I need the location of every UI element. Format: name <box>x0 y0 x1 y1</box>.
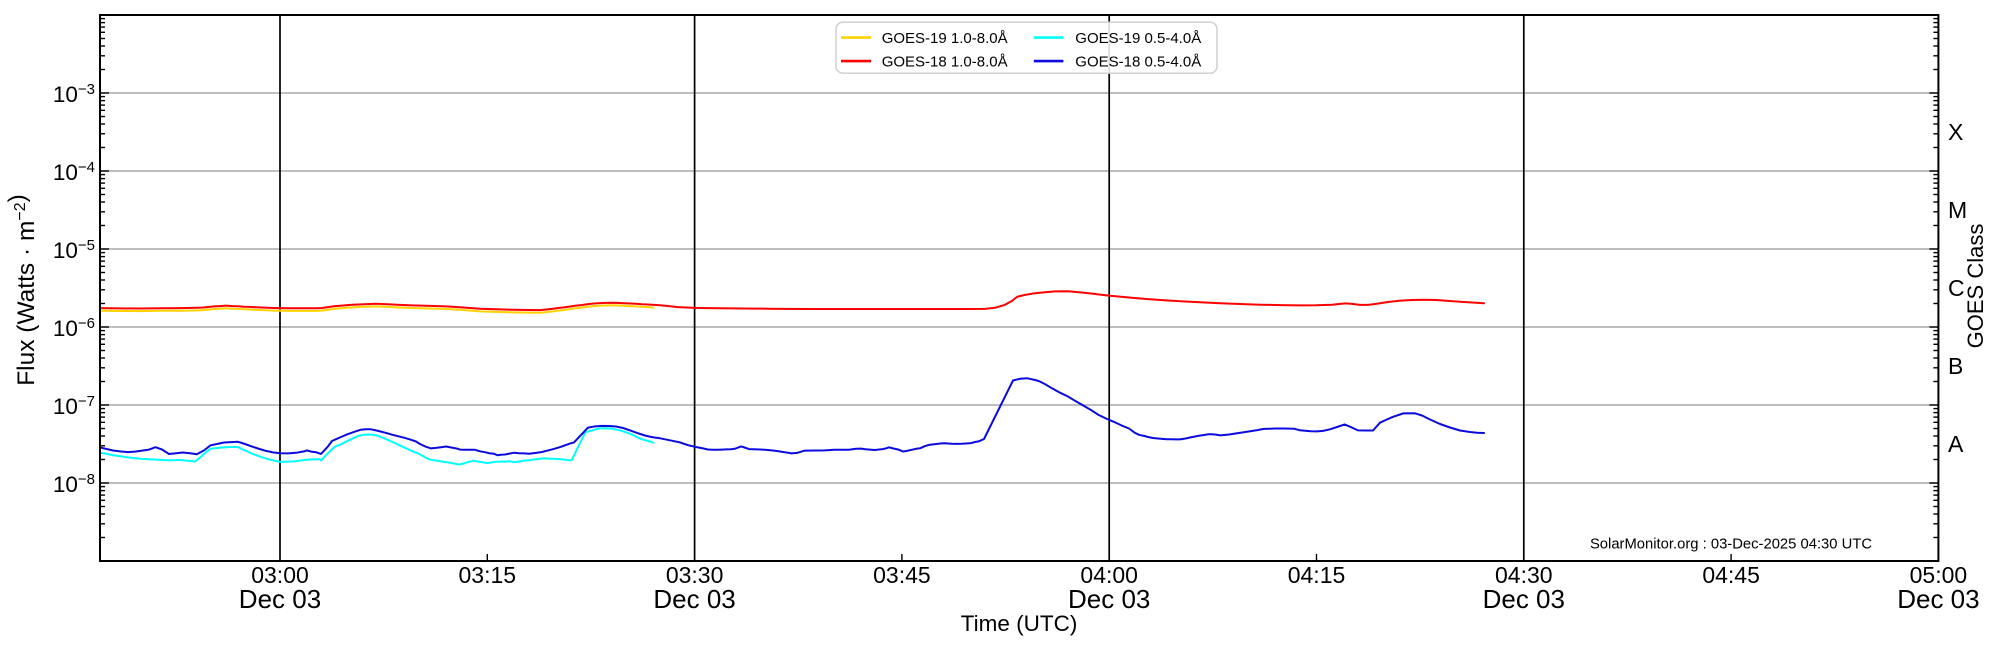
svg-text:04:45: 04:45 <box>1702 562 1760 588</box>
svg-text:GOES Class: GOES Class <box>1963 224 1988 349</box>
svg-text:03:15: 03:15 <box>459 562 517 588</box>
svg-text:Dec 03: Dec 03 <box>1068 584 1150 614</box>
svg-text:B: B <box>1948 353 1963 379</box>
svg-text:Dec 03: Dec 03 <box>1897 584 1979 614</box>
svg-text:C: C <box>1948 275 1965 301</box>
svg-text:04:30: 04:30 <box>1495 562 1553 588</box>
svg-text:A: A <box>1948 431 1964 457</box>
svg-text:05:00: 05:00 <box>1910 562 1968 588</box>
svg-text:Dec 03: Dec 03 <box>1483 584 1565 614</box>
svg-text:GOES-18 0.5-4.0Å: GOES-18 0.5-4.0Å <box>1075 54 1201 71</box>
svg-text:03:45: 03:45 <box>873 562 931 588</box>
svg-text:GOES-18 1.0-8.0Å: GOES-18 1.0-8.0Å <box>882 54 1008 71</box>
svg-text:03:00: 03:00 <box>251 562 309 588</box>
svg-text:SolarMonitor.org : 03-Dec-2025: SolarMonitor.org : 03-Dec-2025 04:30 UTC <box>1590 537 1872 553</box>
svg-text:M: M <box>1948 197 1967 223</box>
svg-text:04:00: 04:00 <box>1080 562 1138 588</box>
svg-text:Time (UTC): Time (UTC) <box>961 611 1078 636</box>
svg-text:Dec 03: Dec 03 <box>653 584 735 614</box>
svg-text:Dec 03: Dec 03 <box>239 584 321 614</box>
svg-text:GOES-19 1.0-8.0Å: GOES-19 1.0-8.0Å <box>882 30 1008 47</box>
svg-text:X: X <box>1948 119 1963 145</box>
svg-text:GOES-19 0.5-4.0Å: GOES-19 0.5-4.0Å <box>1075 30 1201 47</box>
svg-text:04:15: 04:15 <box>1288 562 1346 588</box>
svg-text:03:30: 03:30 <box>666 562 724 588</box>
